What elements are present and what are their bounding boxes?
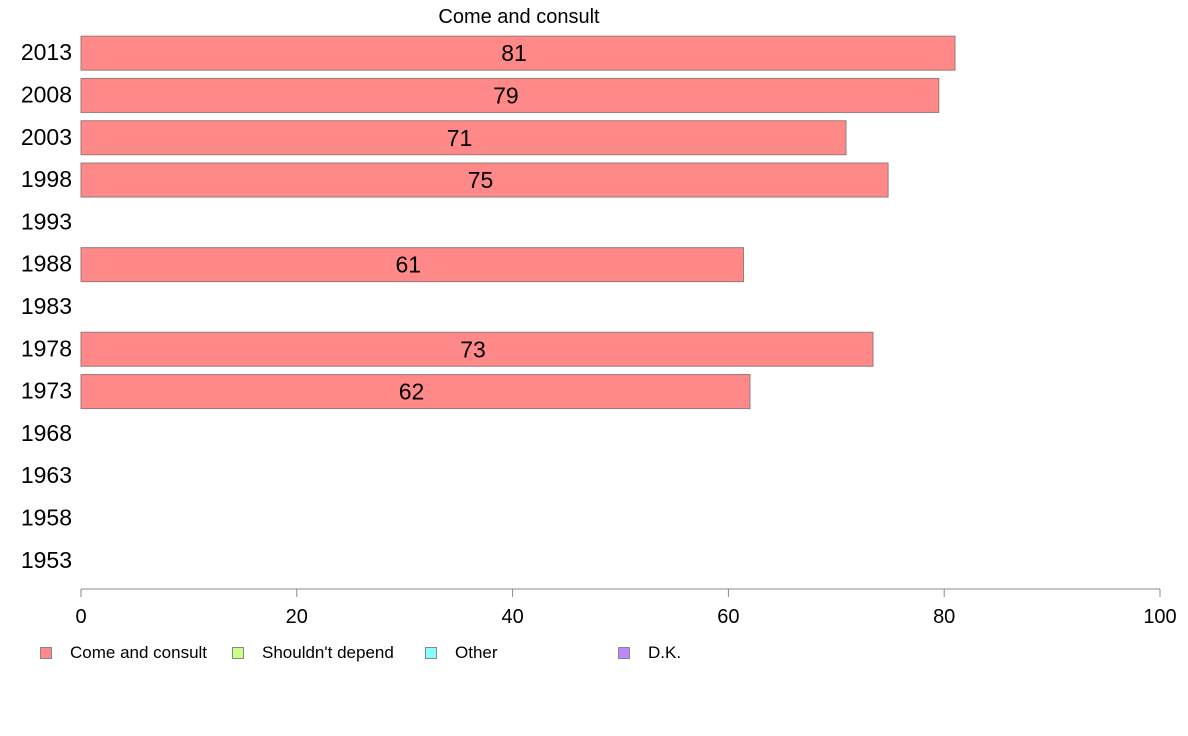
legend-swatch: [232, 647, 244, 659]
y-tick-label: 1953: [21, 547, 72, 573]
legend-swatch: [40, 647, 52, 659]
legend-label: Shouldn't depend: [262, 643, 394, 662]
x-tick-label: 20: [286, 606, 308, 628]
legend-label: Come and consult: [70, 643, 208, 662]
x-tick-label: 60: [717, 606, 739, 628]
bar: [80, 77, 940, 113]
x-tick-label: 80: [933, 606, 955, 628]
x-tick-label: 100: [1143, 606, 1176, 628]
legend-label: D.K.: [648, 643, 682, 662]
bar: [80, 35, 956, 71]
x-tick-label: 40: [501, 606, 523, 628]
y-tick-label: 1983: [21, 293, 72, 319]
bar: [80, 331, 874, 367]
y-tick-label: 1988: [21, 251, 72, 277]
data-label: 81: [501, 40, 527, 66]
y-tick-label: 2013: [21, 39, 72, 65]
y-tick-label: 1958: [21, 504, 72, 530]
y-tick-label: 2008: [21, 81, 72, 107]
data-label: 73: [460, 336, 486, 362]
data-label: 71: [447, 125, 473, 151]
legend-swatch: [425, 647, 437, 659]
legend-swatch: [618, 647, 630, 659]
y-tick-label: 1978: [21, 335, 72, 361]
bar: [80, 374, 751, 410]
data-label: 61: [395, 252, 421, 278]
x-tick-label: 0: [75, 606, 86, 628]
y-tick-label: 1973: [21, 378, 72, 404]
data-label: 79: [493, 82, 519, 108]
bar: [80, 120, 847, 156]
y-tick-label: 1963: [21, 462, 72, 488]
chart-title: Come and consult: [438, 6, 600, 28]
legend-label: Other: [455, 643, 498, 662]
data-label: 75: [468, 167, 494, 193]
bar: [80, 162, 889, 198]
data-label: 62: [399, 379, 425, 405]
y-tick-label: 1968: [21, 420, 72, 446]
bar: [80, 247, 745, 283]
y-tick-label: 2003: [21, 124, 72, 150]
y-tick-label: 1993: [21, 208, 72, 234]
y-tick-label: 1998: [21, 166, 72, 192]
